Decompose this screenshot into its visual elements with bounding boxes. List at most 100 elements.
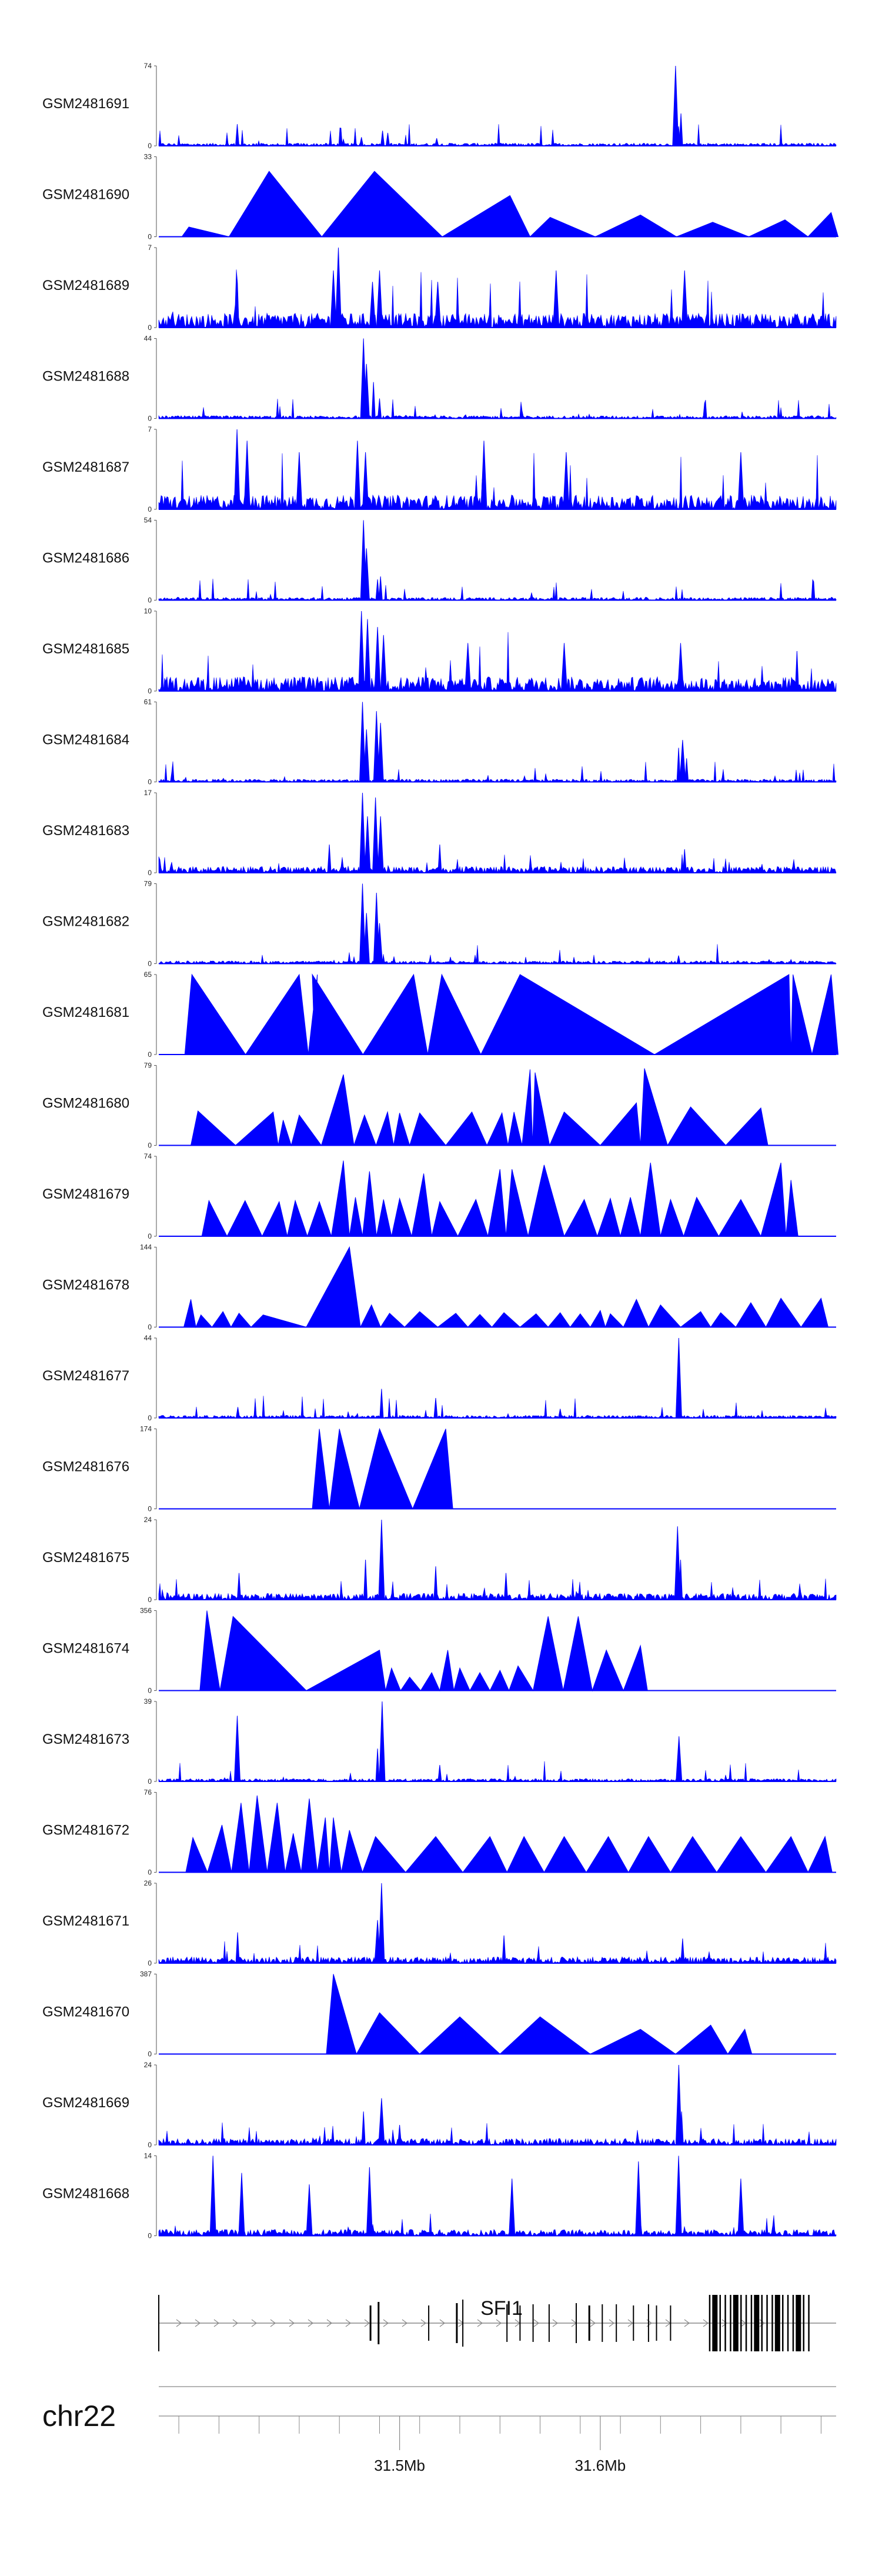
gene-exon — [548, 2304, 550, 2342]
track-ymin-label: 0 — [148, 1777, 152, 1786]
strand-arrow — [684, 2319, 690, 2327]
coverage-peak — [236, 1573, 242, 1600]
coverage-peak — [509, 2178, 516, 2236]
coverage-noise — [158, 2122, 837, 2145]
gene-exon — [750, 2295, 753, 2351]
track-ymin-label: 0 — [148, 1687, 152, 1695]
track-label: GSM2481673 — [42, 1731, 129, 1747]
track-label: GSM2481680 — [42, 1096, 129, 1112]
track-ymin-label: 0 — [148, 1142, 152, 1150]
coverage-peak — [677, 643, 684, 692]
track-GSM2481675: GSM2481675 24 0 — [42, 1516, 837, 1604]
track-ymax-label: 14 — [144, 2152, 152, 2160]
gene-exon — [792, 2295, 794, 2351]
coverage-peak — [737, 2178, 744, 2236]
track-GSM2481682: GSM2481682 79 0 — [42, 880, 837, 968]
track-GSM2481684: GSM2481684 61 0 — [42, 698, 837, 786]
coverage-noise — [158, 1579, 837, 1601]
gene-exon — [576, 2303, 577, 2343]
strand-arrow — [477, 2319, 483, 2327]
coverage-peak — [502, 1935, 506, 1964]
gene-label: SFI1 — [480, 2297, 523, 2320]
coverage-peak — [361, 2111, 366, 2145]
track-GSM2481686: GSM2481686 54 0 — [42, 516, 837, 605]
coverage-area — [190, 1068, 769, 1147]
genome-axis: chr22 31.5Mb 31.6Mb — [42, 2386, 836, 2474]
coverage-peak — [433, 1397, 438, 1419]
track-ymin-label: 0 — [148, 687, 152, 695]
coverage-peak — [235, 124, 240, 146]
strand-arrow — [308, 2319, 313, 2327]
coverage-peak — [435, 138, 439, 146]
coverage-peak — [675, 2155, 682, 2236]
coverage-tracks: GSM2481691740GSM2481690330GSM248168970GS… — [42, 62, 839, 2240]
coverage-peak — [434, 282, 442, 328]
track-GSM2481679: GSM2481679 74 0 — [42, 1152, 836, 1240]
gene-exon — [588, 2305, 590, 2341]
coverage-peak — [503, 1573, 509, 1600]
track-label: GSM2481678 — [42, 1277, 129, 1293]
coverage-peak — [684, 758, 689, 782]
coverage-peak — [563, 452, 570, 510]
track-ymin-label: 0 — [148, 2141, 152, 2149]
coverage-peak — [465, 643, 472, 692]
track-label: GSM2481675 — [42, 1550, 129, 1566]
track-GSM2481668: GSM2481668 14 0 — [42, 2152, 837, 2240]
track-GSM2481673: GSM2481673 39 0 — [42, 1697, 837, 1786]
coverage-peak — [375, 1749, 380, 1782]
track-GSM2481689: GSM2481689 7 0 — [42, 243, 837, 332]
track-GSM2481681: GSM2481681 65 0 — [42, 970, 839, 1059]
track-label: GSM2481669 — [42, 2095, 129, 2111]
strand-arrow — [383, 2319, 389, 2327]
coverage-peak — [679, 740, 686, 782]
coverage-peak — [359, 137, 364, 146]
coverage-peak — [385, 132, 390, 146]
coverage-peak — [675, 1337, 682, 1419]
track-ymin-label: 0 — [148, 1868, 152, 1877]
gene-exon — [377, 2302, 380, 2344]
coverage-peak — [377, 398, 382, 419]
track-ymin-label: 0 — [148, 596, 152, 605]
track-ymax-label: 144 — [140, 1243, 152, 1252]
coverage-peak — [553, 270, 560, 328]
coverage-peak — [363, 1559, 368, 1600]
track-ymax-label: 356 — [140, 1607, 152, 1615]
gene-exon — [745, 2295, 747, 2351]
track-ymax-label: 387 — [140, 1970, 152, 1978]
track-ymax-label: 54 — [144, 516, 152, 525]
coverage-area — [326, 1974, 753, 2055]
coverage-peak — [378, 2098, 385, 2145]
coverage-peak — [437, 1765, 442, 1782]
gene-exon — [712, 2295, 718, 2351]
strand-arrow — [402, 2319, 407, 2327]
coverage-peak — [676, 1736, 683, 1782]
track-label: GSM2481688 — [42, 369, 129, 385]
track-label: GSM2481691 — [42, 96, 129, 112]
track-ymin-label: 0 — [148, 778, 152, 786]
coverage-peak — [235, 1932, 240, 1964]
strand-arrow — [609, 2319, 614, 2327]
coverage-noise — [158, 579, 837, 601]
strand-arrow — [533, 2319, 539, 2327]
strand-arrow — [420, 2319, 426, 2327]
strand-arrow — [721, 2319, 727, 2327]
strand-arrow — [195, 2319, 201, 2327]
track-ymax-label: 44 — [144, 335, 152, 343]
strand-arrow — [703, 2319, 709, 2327]
coverage-peak — [362, 452, 369, 510]
coverage-peak — [378, 1519, 385, 1600]
track-GSM2481690: GSM2481690 33 0 — [42, 153, 839, 241]
track-label: GSM2481687 — [42, 459, 129, 475]
strand-arrow — [270, 2319, 276, 2327]
track-ymin-label: 0 — [148, 415, 152, 423]
coverage-peak — [794, 650, 799, 692]
coverage-area — [199, 1610, 648, 1692]
gene-exon — [774, 2295, 780, 2351]
gene-exon — [740, 2295, 742, 2351]
coverage-peak — [378, 576, 383, 600]
track-label: GSM2481676 — [42, 1459, 129, 1475]
track-ymax-label: 24 — [144, 2061, 152, 2069]
coverage-peak — [672, 65, 679, 146]
coverage-peak — [737, 452, 744, 510]
coverage-noise — [158, 453, 837, 510]
